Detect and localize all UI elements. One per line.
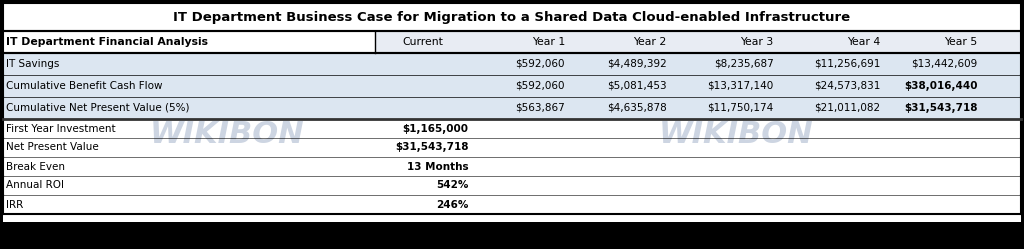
Text: Annual ROI: Annual ROI — [6, 181, 63, 190]
Text: Cumulative Benefit Cash Flow: Cumulative Benefit Cash Flow — [6, 81, 163, 91]
Text: $563,867: $563,867 — [515, 103, 565, 113]
Bar — [3, 119, 1021, 138]
Bar — [3, 97, 1021, 119]
Bar — [3, 176, 1021, 195]
Text: $592,060: $592,060 — [515, 81, 565, 91]
Text: WIKIBON: WIKIBON — [150, 120, 304, 149]
Text: $38,016,440: $38,016,440 — [904, 81, 977, 91]
Text: Year 4: Year 4 — [847, 37, 881, 47]
Text: First Year Investment: First Year Investment — [6, 124, 116, 133]
Text: Cumulative Net Present Value (5%): Cumulative Net Present Value (5%) — [6, 103, 189, 113]
Text: Break Even: Break Even — [6, 162, 65, 172]
Text: $4,489,392: $4,489,392 — [607, 59, 667, 69]
Bar — [3, 195, 1021, 214]
Text: $1,165,000: $1,165,000 — [402, 124, 468, 133]
Bar — [3, 3, 1021, 222]
Text: $21,011,082: $21,011,082 — [814, 103, 881, 113]
Text: 542%: 542% — [436, 181, 468, 190]
Bar — [3, 138, 1021, 157]
Text: $11,750,174: $11,750,174 — [708, 103, 774, 113]
Text: $11,256,691: $11,256,691 — [814, 59, 881, 69]
Text: $13,317,140: $13,317,140 — [708, 81, 774, 91]
Text: $13,442,609: $13,442,609 — [911, 59, 977, 69]
Bar — [3, 3, 1021, 31]
Text: $592,060: $592,060 — [515, 59, 565, 69]
Text: IRR: IRR — [6, 199, 24, 209]
Text: $8,235,687: $8,235,687 — [714, 59, 774, 69]
Text: Current: Current — [402, 37, 443, 47]
Text: $4,635,878: $4,635,878 — [607, 103, 667, 113]
Text: Year 2: Year 2 — [634, 37, 667, 47]
Text: $24,573,831: $24,573,831 — [814, 81, 881, 91]
Text: 13 Months: 13 Months — [407, 162, 468, 172]
Text: 246%: 246% — [436, 199, 468, 209]
Text: Year 3: Year 3 — [740, 37, 774, 47]
Bar — [3, 75, 1021, 97]
Text: Net Present Value: Net Present Value — [6, 142, 98, 152]
Bar — [375, 31, 1021, 53]
Text: IT Department Financial Analysis: IT Department Financial Analysis — [6, 37, 208, 47]
Text: $31,543,718: $31,543,718 — [904, 103, 977, 113]
Text: IT Department Business Case for Migration to a Shared Data Cloud-enabled Infrast: IT Department Business Case for Migratio… — [173, 10, 851, 23]
Text: IT Savings: IT Savings — [6, 59, 59, 69]
Bar — [3, 53, 1021, 75]
Text: Year 5: Year 5 — [944, 37, 977, 47]
Text: WIKIBON: WIKIBON — [658, 120, 813, 149]
Text: Year 1: Year 1 — [531, 37, 565, 47]
Text: $31,543,718: $31,543,718 — [395, 142, 468, 152]
Bar — [3, 157, 1021, 176]
Bar — [3, 31, 1021, 53]
Text: $5,081,453: $5,081,453 — [607, 81, 667, 91]
